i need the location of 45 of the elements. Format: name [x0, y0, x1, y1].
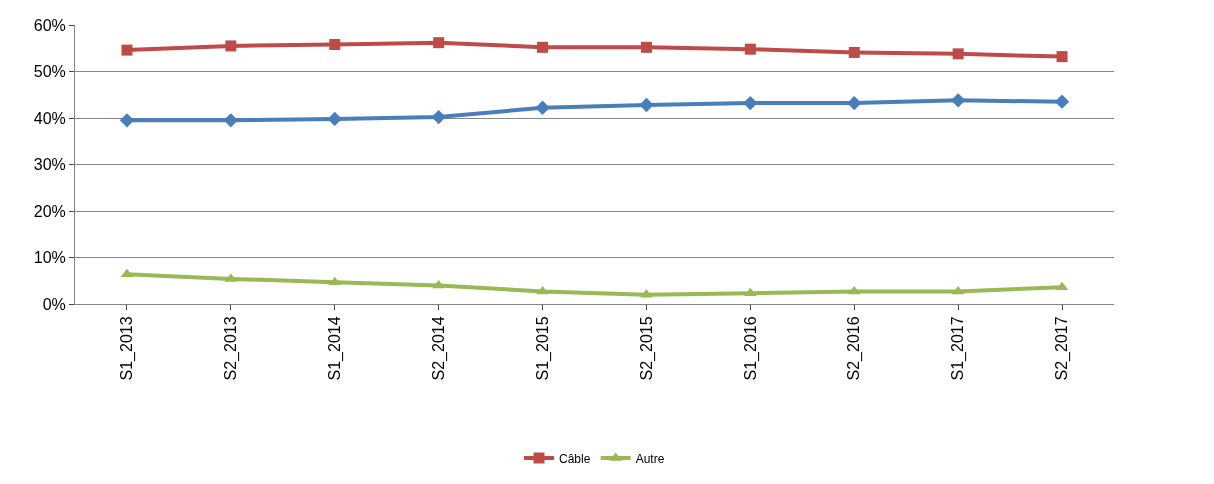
- point: [847, 285, 861, 295]
- x-tick-label: S1_2015: [533, 316, 552, 381]
- y-tick-label: 0%: [42, 295, 66, 313]
- point: [743, 95, 758, 111]
- x-tick-label: S1_2016: [741, 316, 760, 381]
- legend-label: Câble: [559, 451, 591, 466]
- point: [119, 113, 135, 128]
- y-tick-label: 20%: [33, 202, 66, 220]
- x-tick-label: S1_2014: [325, 316, 344, 381]
- point: [225, 40, 237, 52]
- point: [433, 37, 445, 49]
- x-tick-label: S1_2017: [949, 316, 968, 381]
- point: [223, 113, 238, 128]
- point: [536, 285, 549, 295]
- point: [121, 44, 133, 56]
- point: [537, 41, 549, 53]
- point: [1056, 51, 1068, 63]
- point: [1054, 94, 1070, 109]
- y-tick-label: 30%: [33, 156, 66, 174]
- point: [1055, 281, 1069, 291]
- legend-label: Autre: [635, 451, 665, 466]
- point: [432, 279, 445, 289]
- x-tick-label: S2_2016: [845, 316, 864, 381]
- x-tick-label: S2_2013: [222, 316, 241, 381]
- y-tick-label: 50%: [33, 63, 66, 81]
- point: [639, 97, 654, 113]
- point: [951, 285, 965, 295]
- y-tick-label: 10%: [33, 249, 66, 267]
- y-tick-label: 60%: [33, 16, 66, 34]
- point: [327, 111, 342, 127]
- point: [952, 48, 964, 60]
- point: [431, 109, 446, 125]
- point: [848, 46, 860, 58]
- x-tick-label: S2_2014: [429, 316, 448, 381]
- point: [847, 95, 862, 111]
- x-tick-label: S1_2013: [118, 316, 137, 381]
- y-tick-label: 40%: [33, 109, 66, 127]
- x-tick-label: S2_2017: [1053, 316, 1072, 381]
- point: [640, 41, 652, 53]
- point: [744, 287, 757, 297]
- point: [535, 100, 550, 115]
- point: [744, 43, 756, 55]
- point: [329, 39, 341, 51]
- x-tick-label: S2_2015: [637, 316, 656, 381]
- point: [951, 93, 966, 108]
